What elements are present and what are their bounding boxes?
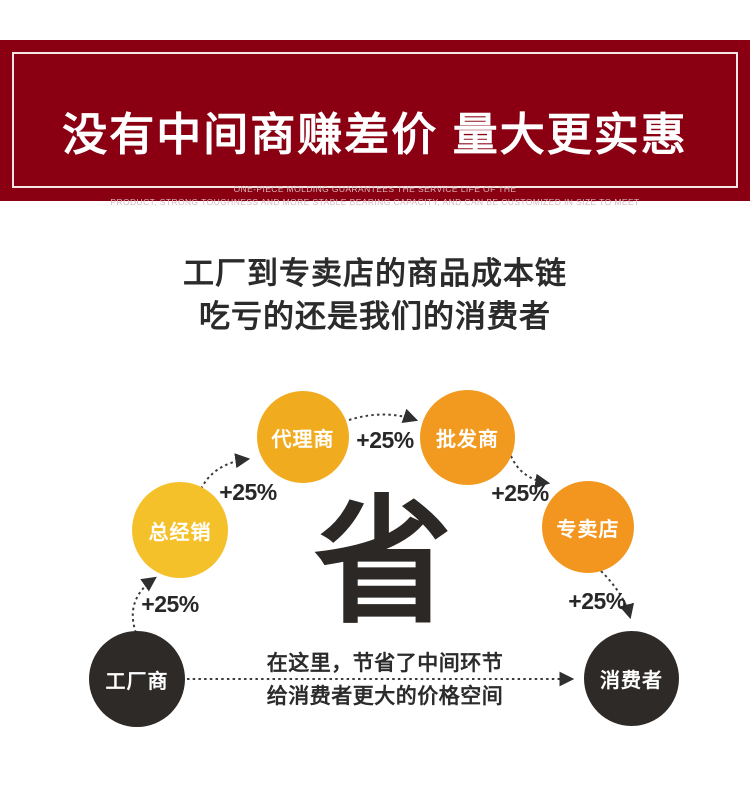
increment-label-5: +25% xyxy=(568,588,626,614)
node-wholesaler-label: 批发商 xyxy=(436,429,499,451)
section-heading-line2: 吃亏的还是我们的消费者 xyxy=(199,299,551,334)
increment-label-1: +25% xyxy=(141,591,199,617)
connector-wholesaler-to-store xyxy=(510,455,551,489)
cost-chain-diagram: 工厂商 总经销 代理商 批发商 专卖店 消费者 +25% +25% +25% +… xyxy=(0,370,750,790)
connector-agent-to-wholesaler xyxy=(348,408,419,423)
node-specialty-store-label: 专卖店 xyxy=(556,518,620,541)
connector-distributor-to-agent xyxy=(198,453,251,495)
increment-label-4: +25% xyxy=(491,480,549,506)
diagram-caption-line1: 在这里，节省了中间环节 xyxy=(266,652,504,675)
save-character: 省 xyxy=(313,486,452,640)
diagram-caption: 在这里，节省了中间环节 给消费者更大的价格空间 xyxy=(225,647,545,713)
promo-banner: 没有中间商赚差价 量大更实惠 ONE-PIECE MOLDING GUARANT… xyxy=(0,40,750,207)
node-consumer: 消费者 xyxy=(584,631,679,726)
banner-subtitle-line1: ONE-PIECE MOLDING GUARANTEES THE SERVICE… xyxy=(233,184,517,194)
increment-label-2: +25% xyxy=(219,479,277,505)
increment-label-3: +25% xyxy=(356,427,414,453)
banner-subtitle-line2: PRODUCT, STRONG TOUGHNESS AND MORE STABL… xyxy=(110,197,640,207)
node-consumer-label: 消费者 xyxy=(600,670,663,692)
section-heading: 工厂到专卖店的商品成本链 吃亏的还是我们的消费者 xyxy=(0,252,750,338)
node-wholesaler: 批发商 xyxy=(420,390,515,485)
connector-store-to-consumer xyxy=(600,570,635,620)
node-specialty-store: 专卖店 xyxy=(542,481,634,573)
node-agent: 代理商 xyxy=(257,391,349,483)
diagram-caption-line2: 给消费者更大的价格空间 xyxy=(266,685,504,708)
banner-title: 没有中间商赚差价 量大更实惠 xyxy=(62,109,688,160)
node-factory: 工厂商 xyxy=(89,631,185,727)
node-general-distributor: 总经销 xyxy=(132,482,228,578)
node-agent-label: 代理商 xyxy=(271,428,335,451)
node-general-distributor-label: 总经销 xyxy=(148,521,212,544)
node-factory-label: 工厂商 xyxy=(105,670,169,693)
section-heading-line1: 工厂到专卖店的商品成本链 xyxy=(183,256,567,291)
